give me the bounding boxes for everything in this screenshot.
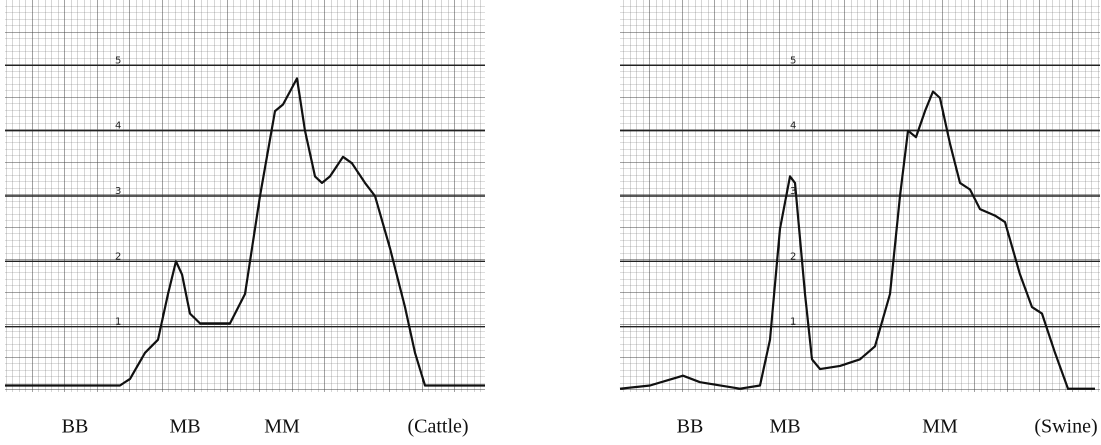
- y-tick-label: 4: [790, 121, 796, 132]
- annotation: MB: [169, 416, 200, 438]
- annotation: (Cattle): [407, 416, 468, 438]
- annotation: MM: [264, 416, 300, 438]
- annotation: MB: [769, 416, 800, 438]
- annotation: BB: [62, 416, 89, 438]
- annotation: (Swine): [1034, 416, 1097, 438]
- y-tick-label: 3: [790, 186, 796, 197]
- annotation: BB: [677, 416, 704, 438]
- y-tick-label: 3: [115, 186, 121, 197]
- y-tick-label: 2: [790, 251, 796, 262]
- annotation: MM: [922, 416, 958, 438]
- y-tick-label: 1: [115, 317, 121, 328]
- y-tick-label: 5: [790, 55, 796, 66]
- trace: [5, 77, 485, 387]
- y-tick-label: 5: [115, 55, 121, 66]
- y-tick-label: 4: [115, 121, 121, 132]
- y-tick-label: 2: [115, 251, 121, 262]
- trace: [619, 90, 1095, 390]
- y-tick-label: 1: [790, 317, 796, 328]
